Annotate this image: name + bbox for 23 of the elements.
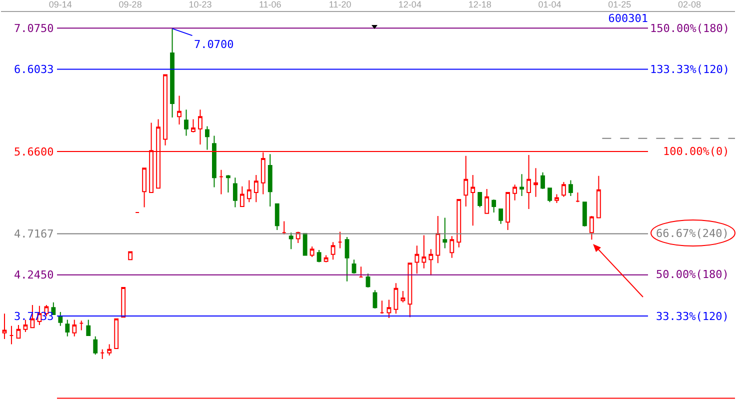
x-tick-label: 12-04: [398, 0, 422, 10]
y-tick-label: 4.7167: [14, 228, 54, 241]
x-tick-label: 02-08: [678, 0, 702, 10]
annotation: 100.00%(0): [663, 145, 730, 158]
x-tick-label: 09-28: [118, 0, 142, 10]
x-tick-label: 10-23: [188, 0, 212, 10]
x-tick-label: 01-25: [608, 0, 632, 10]
chart-title: 600301: [608, 12, 648, 25]
x-tick-label: 11-06: [258, 0, 282, 10]
y-tick-label: 6.6033: [14, 63, 54, 76]
y-tick-label: 4.2450: [14, 268, 54, 282]
annotation: 133.33%(120): [650, 63, 730, 76]
x-tick-label: 12-18: [468, 0, 492, 10]
annotation: 7.0700: [194, 38, 234, 51]
x-tick-label: 11-20: [328, 0, 352, 10]
annotation: 50.00%(180): [656, 268, 729, 281]
x-tick-label: 09-14: [48, 0, 72, 10]
y-tick-label: 5.6600: [14, 145, 54, 158]
x-tick-label: 01-04: [538, 0, 562, 10]
annotation: 33.33%(120): [656, 310, 729, 323]
annotation: 150.00%(180): [650, 22, 730, 35]
annotation: 66.67%(240): [656, 227, 729, 240]
y-tick-label: 7.0750: [14, 22, 54, 35]
